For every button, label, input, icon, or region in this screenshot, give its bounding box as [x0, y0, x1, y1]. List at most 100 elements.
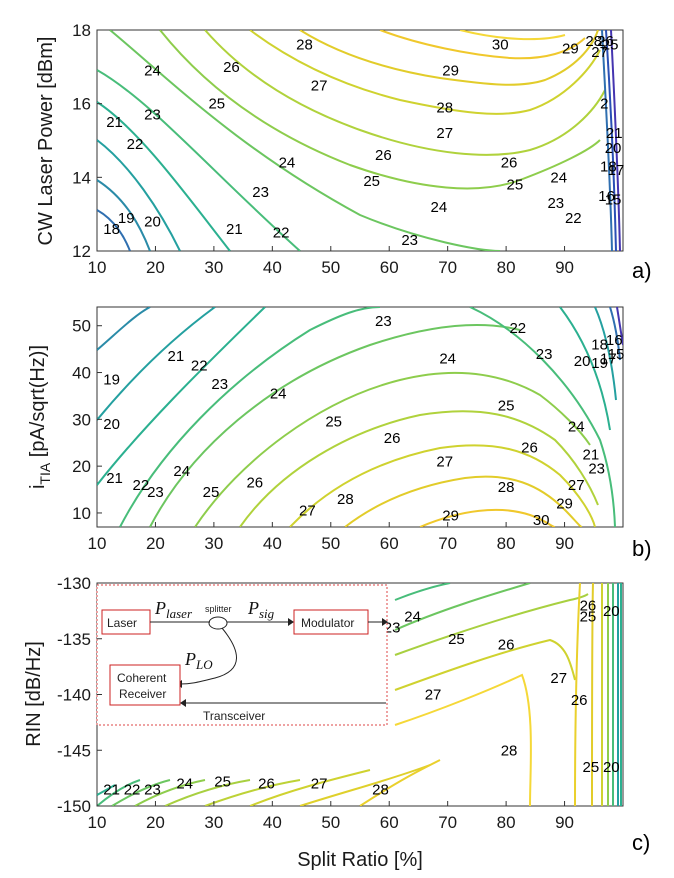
- contour-line: [605, 30, 617, 251]
- contour-label: 15: [605, 191, 622, 208]
- contour-label: 18: [591, 336, 608, 353]
- contour-label: 24: [144, 63, 161, 80]
- contour-label: 23: [144, 781, 161, 798]
- x-tick-label: 50: [321, 534, 340, 553]
- panel-a-x-ticks: 10 20 30 40 50 60 70 80 90: [88, 246, 574, 277]
- panel-a-y-ticks: 12 14 16 18: [72, 21, 102, 261]
- contour-label: 21: [606, 125, 623, 142]
- contour-label: 27: [550, 670, 567, 687]
- contour-label: 25: [602, 37, 619, 54]
- contour-label: 20: [144, 214, 161, 231]
- contour-label: 16: [606, 332, 623, 349]
- contour-label: 26: [580, 597, 597, 614]
- contour-label: 23: [547, 195, 564, 212]
- x-tick-label: 80: [497, 813, 516, 832]
- contour-label: 21: [168, 348, 185, 365]
- contour-label: 25: [448, 631, 465, 648]
- contour-label: 29: [442, 507, 459, 524]
- x-tick-label: 70: [438, 813, 457, 832]
- contour-line: [394, 638, 576, 691]
- y-tick-label: 50: [72, 317, 91, 336]
- contour-line: [111, 779, 171, 806]
- contour-line: [97, 101, 231, 251]
- contour-line: [159, 30, 601, 190]
- laser-label: Laser: [107, 616, 137, 630]
- panel-c-y-ticks: -130 -135 -140 -145 -150: [57, 574, 102, 816]
- panel-b-x-ticks: 10 20 30 40 50 60 70 80 90: [88, 522, 574, 553]
- contour-label: 20: [603, 759, 620, 776]
- contour-line: [109, 30, 501, 251]
- contour-line: [299, 30, 599, 86]
- panel-a-contour-lines: [97, 30, 621, 251]
- y-tick-label: -150: [57, 797, 91, 816]
- contour-line: [97, 209, 131, 251]
- p-lo-label: PLO: [184, 649, 213, 672]
- y-tick-label: 14: [72, 168, 91, 187]
- contour-line: [97, 179, 151, 251]
- contour-label: 27: [436, 453, 453, 470]
- contour-label: 29: [556, 496, 573, 513]
- contour-label: 15: [608, 346, 625, 363]
- contour-label: 27: [436, 125, 453, 142]
- modulator-box: [293, 609, 369, 635]
- p-sig-label: Psig: [247, 598, 275, 621]
- contour-label: 18: [600, 158, 617, 175]
- y-label-subscript: TIA: [37, 462, 53, 484]
- contour-label: 30: [533, 512, 550, 529]
- x-tick-label: 40: [263, 258, 282, 277]
- contour-label: 25: [203, 484, 220, 501]
- contour-label: 25: [580, 608, 597, 625]
- contour-line: [289, 444, 596, 527]
- x-tick-label: 80: [497, 534, 516, 553]
- contour-label: 26: [501, 155, 518, 172]
- contour-line: [134, 779, 206, 806]
- contour-label: 23: [144, 107, 161, 124]
- contour-label: 20: [603, 603, 620, 620]
- panel-b-y-axis-label: iTIA [pA/sqrt(Hz)]: [27, 345, 53, 489]
- contour-line: [601, 30, 613, 251]
- y-tick-label: -140: [57, 686, 91, 705]
- x-tick-label: 80: [497, 258, 516, 277]
- x-tick-label: 40: [263, 813, 282, 832]
- contour-label: 21: [583, 446, 600, 463]
- x-tick-label: 30: [204, 813, 223, 832]
- contour-line: [249, 769, 371, 806]
- modulator-label: Modulator: [301, 616, 354, 630]
- contour-line: [97, 307, 266, 486]
- contour-line: [97, 307, 151, 351]
- contour-line: [249, 30, 601, 115]
- contour-label: 23: [384, 620, 401, 637]
- contour-line: [97, 139, 181, 251]
- y-tick-label: 40: [72, 364, 91, 383]
- contour-line: [574, 583, 581, 806]
- contour-label: 23: [147, 484, 164, 501]
- contour-label: 2: [600, 96, 608, 113]
- contour-label: 26: [384, 430, 401, 447]
- contour-label: 20: [574, 353, 591, 370]
- panel-c-x-ticks: 10 20 30 40 50 60 70 80 90: [88, 801, 574, 832]
- coherent-label-line-2: Receiver: [119, 687, 166, 701]
- splitter-symbol: [208, 616, 228, 630]
- y-tick-label: 12: [72, 242, 91, 261]
- contour-label: 27: [311, 776, 328, 793]
- coherent-label-line-1: Coherent: [117, 671, 167, 685]
- contour-label: 25: [363, 173, 380, 190]
- p-lo-sub: LO: [195, 657, 213, 672]
- contour-line: [379, 30, 586, 60]
- contour-label: 28: [296, 37, 313, 54]
- contour-label: 28: [337, 491, 354, 508]
- panel-c-contour-lines: [97, 583, 622, 806]
- contour-label: 23: [252, 184, 269, 201]
- y-tick-label: -135: [57, 630, 91, 649]
- contour-line: [469, 307, 616, 527]
- contour-label: 28: [498, 479, 515, 496]
- contour-label: 28: [372, 781, 389, 798]
- contour-line: [204, 30, 606, 156]
- contour-label: 29: [442, 63, 459, 80]
- contour-label: 30: [492, 37, 509, 54]
- contour-label: 24: [279, 155, 296, 172]
- x-tick-label: 20: [146, 813, 165, 832]
- contour-label: 25: [325, 414, 342, 431]
